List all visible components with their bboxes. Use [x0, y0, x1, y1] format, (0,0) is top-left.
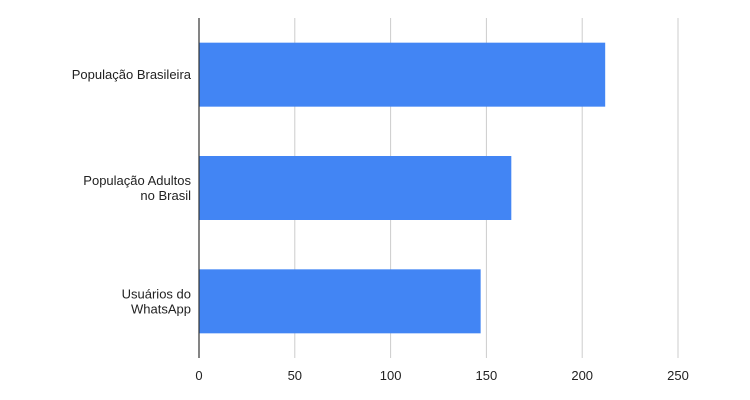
x-tick-label: 0 — [195, 368, 202, 383]
x-tick-labels: 0 50 100 150 200 250 — [195, 368, 688, 383]
x-tick-label: 200 — [571, 368, 593, 383]
bar — [199, 269, 481, 334]
bar — [199, 156, 512, 220]
category-label: População Adultos no Brasil — [83, 173, 191, 203]
bars — [199, 42, 606, 334]
x-tick-label: 250 — [667, 368, 689, 383]
category-label-line: População Brasileira — [72, 67, 192, 82]
x-tick-label: 150 — [476, 368, 498, 383]
x-tick-label: 50 — [288, 368, 302, 383]
category-label: Usuários do WhatsApp — [122, 286, 191, 316]
category-label: População Brasileira — [72, 67, 192, 82]
category-label-line: População Adultos — [83, 173, 191, 188]
bar — [199, 42, 606, 107]
category-label-line: no Brasil — [140, 188, 191, 203]
category-labels: População Brasileira População Adultos no … — [72, 67, 192, 316]
category-label-line: WhatsApp — [131, 301, 191, 316]
category-label-line: Usuários do — [122, 286, 191, 301]
x-tick-label: 100 — [380, 368, 402, 383]
